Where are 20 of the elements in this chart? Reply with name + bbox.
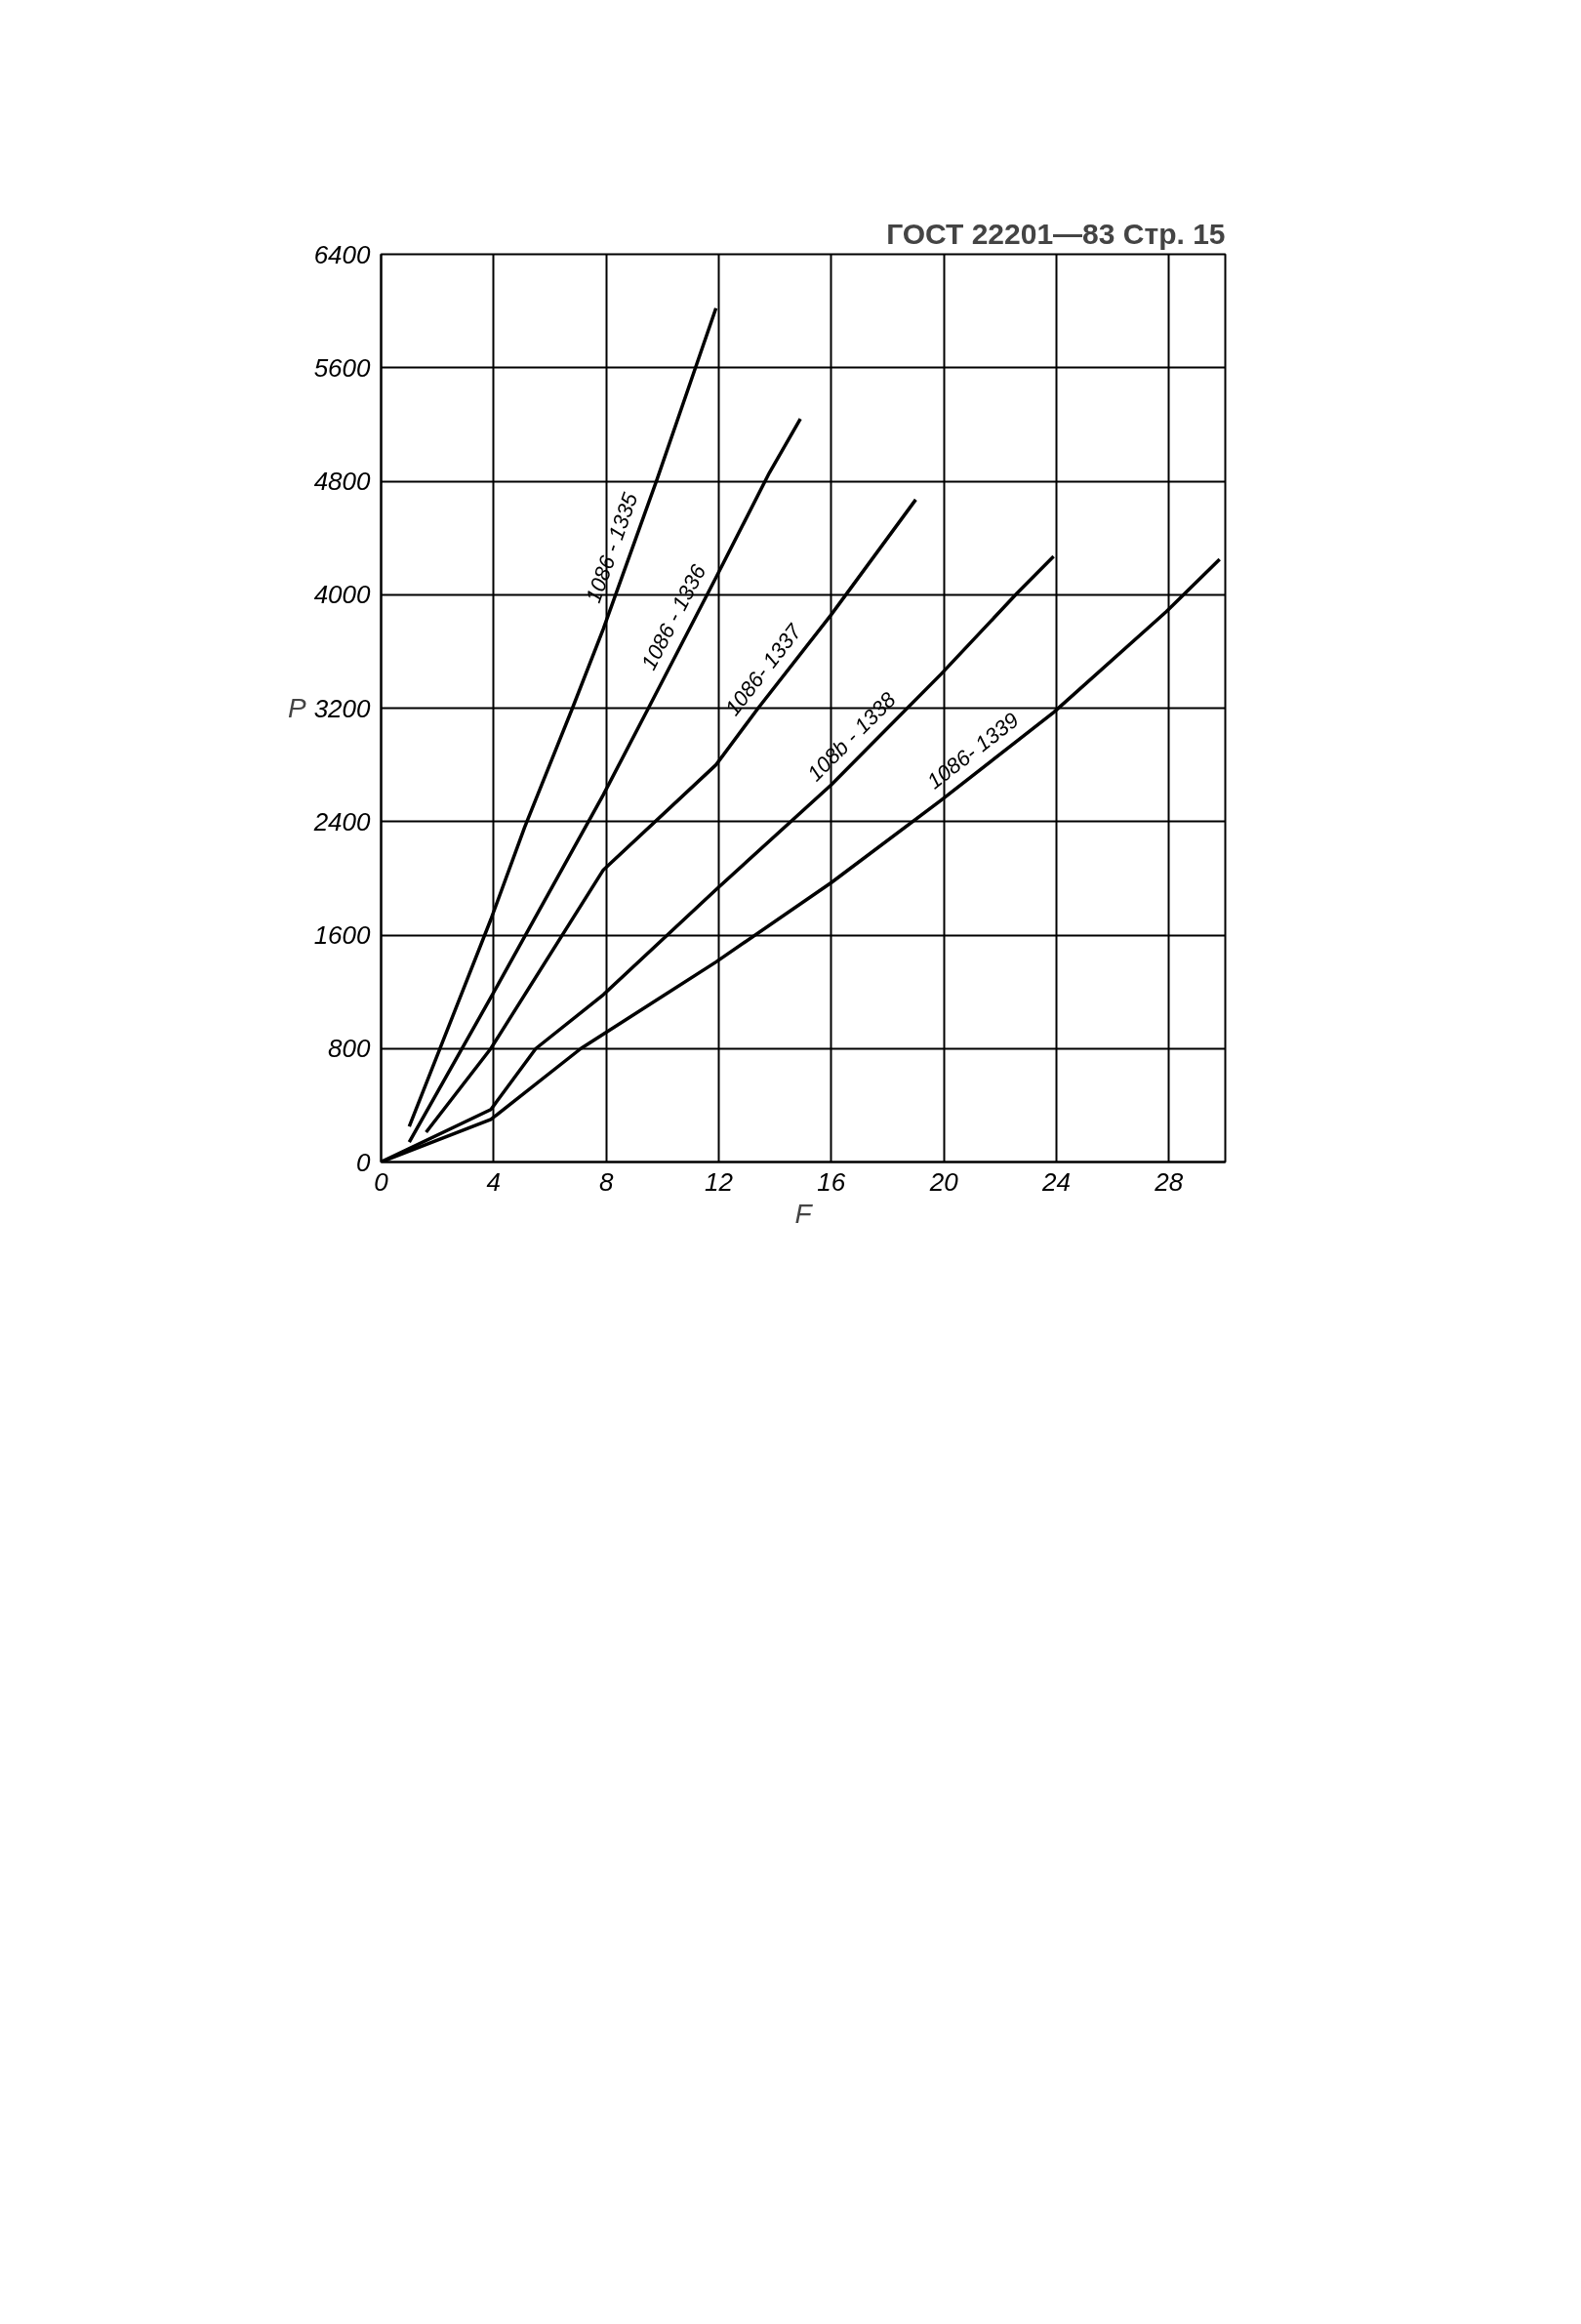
y-tick-label: 5600 [313, 352, 372, 383]
y-tick-label: 4800 [313, 467, 372, 496]
x-tick-label: 24 [1041, 1166, 1071, 1197]
y-axis-title: P [287, 693, 306, 723]
y-tick-label: 3200 [313, 693, 372, 723]
x-tick-label: 8 [598, 1166, 614, 1197]
y-tick-label: 800 [328, 1034, 372, 1064]
chart-title: ГОСТ 22201—83 Стр. 15 [886, 217, 1226, 250]
y-tick-label: 1600 [313, 920, 372, 950]
y-tick-label: 4000 [313, 580, 372, 610]
x-tick-label: 16 [817, 1166, 846, 1197]
y-tick-label: 2400 [312, 806, 372, 836]
x-tick-label: 4 [486, 1166, 502, 1197]
x-tick-label: 20 [928, 1166, 959, 1197]
x-tick-label: 12 [705, 1166, 734, 1197]
y-tick-label: 0 [356, 1147, 372, 1177]
y-tick-label: 6400 [313, 239, 372, 269]
text: 1086 - 1336 [636, 559, 711, 674]
x-tick-label: 28 [1154, 1166, 1184, 1197]
x-axis-title: F [794, 1198, 814, 1229]
